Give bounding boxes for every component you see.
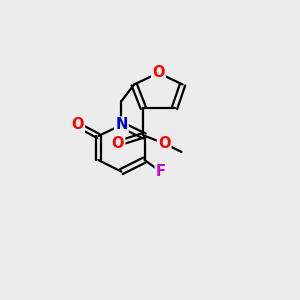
Text: O: O	[152, 65, 165, 80]
Text: O: O	[112, 136, 124, 151]
Text: F: F	[156, 164, 166, 179]
Text: N: N	[115, 117, 128, 132]
Text: O: O	[71, 117, 84, 132]
Text: O: O	[158, 136, 170, 151]
